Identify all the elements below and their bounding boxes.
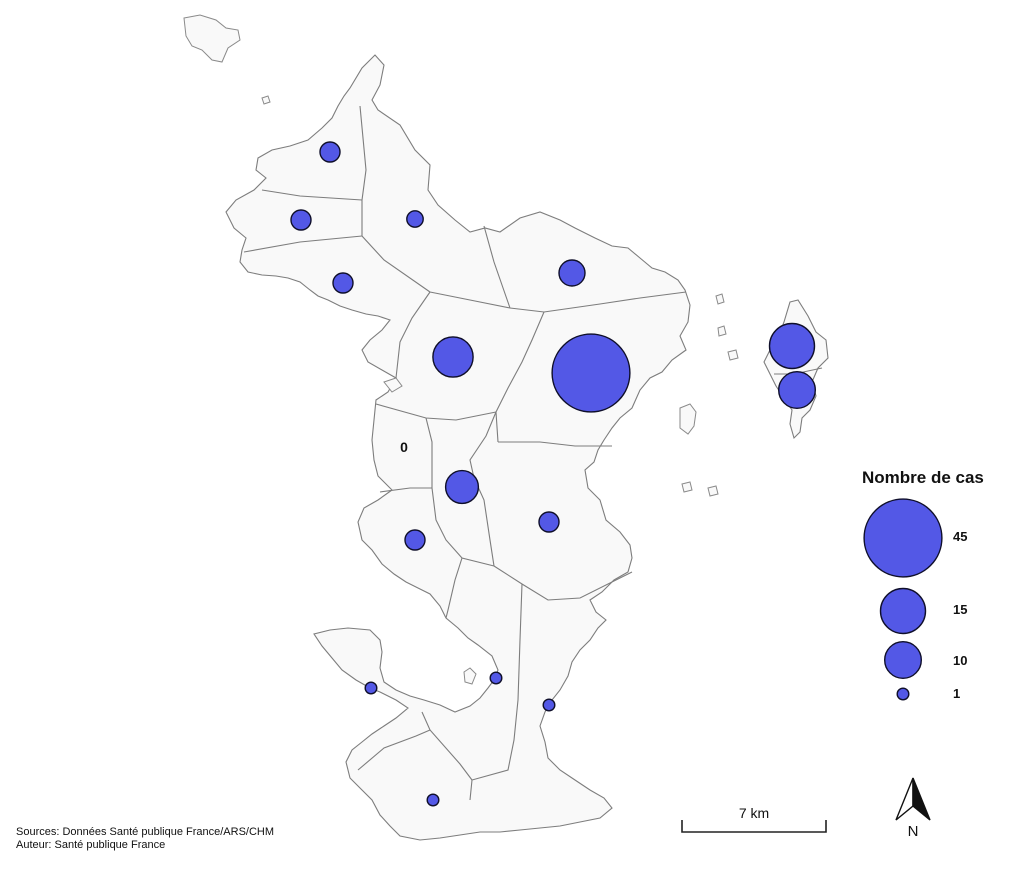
case-bubble bbox=[290, 209, 312, 231]
islet-5 bbox=[727, 349, 739, 361]
legend-label-45: 45 bbox=[953, 529, 967, 544]
islet-7 bbox=[681, 481, 693, 493]
case-bubble bbox=[778, 371, 817, 410]
legend-bubble-15 bbox=[879, 587, 927, 635]
main-island bbox=[225, 54, 691, 841]
legend-bubble-45 bbox=[863, 498, 943, 578]
islet-4 bbox=[717, 325, 727, 337]
islet-2 bbox=[463, 667, 477, 685]
case-bubbles bbox=[290, 141, 817, 807]
case-bubble bbox=[768, 322, 816, 370]
case-bubble bbox=[558, 259, 586, 287]
legend-bubbles bbox=[863, 498, 943, 701]
legend-bubble-10 bbox=[884, 641, 923, 680]
case-bubble bbox=[406, 210, 424, 228]
case-bubble bbox=[319, 141, 341, 163]
legend-label-1: 1 bbox=[953, 686, 960, 701]
islet-8 bbox=[707, 485, 719, 497]
commune-borders bbox=[243, 105, 823, 801]
case-bubble bbox=[551, 333, 631, 413]
case-bubble bbox=[542, 698, 556, 712]
author-credit: Auteur: Santé publique France bbox=[16, 839, 166, 851]
islet-1 bbox=[679, 403, 697, 435]
islet-3 bbox=[715, 293, 725, 305]
scale-bar: 7 km bbox=[681, 805, 827, 833]
legend-bubble-1 bbox=[896, 687, 910, 701]
case-bubble bbox=[432, 336, 474, 378]
case-bubble bbox=[444, 469, 480, 505]
islet-6 bbox=[261, 95, 271, 105]
legend: Nombre de cas 45 15 10 1 bbox=[862, 468, 984, 701]
legend-label-10: 10 bbox=[953, 653, 967, 668]
case-bubble bbox=[332, 272, 354, 294]
case-bubble bbox=[538, 511, 560, 533]
north-arrow-icon: N bbox=[895, 777, 931, 840]
case-bubble bbox=[489, 671, 503, 685]
legend-label-15: 15 bbox=[953, 602, 967, 617]
case-bubble bbox=[426, 793, 440, 807]
legend-title: Nombre de cas bbox=[862, 468, 984, 487]
islet-9 bbox=[383, 377, 403, 393]
case-bubble bbox=[404, 529, 426, 551]
north-label: N bbox=[908, 823, 919, 840]
commune-zero-label: 0 bbox=[400, 439, 408, 455]
sources-credit: Sources: Données Santé publique France/A… bbox=[16, 826, 275, 838]
case-bubble bbox=[364, 681, 378, 695]
islet-mtsamboro bbox=[183, 14, 241, 63]
scale-bar-label: 7 km bbox=[739, 805, 769, 821]
